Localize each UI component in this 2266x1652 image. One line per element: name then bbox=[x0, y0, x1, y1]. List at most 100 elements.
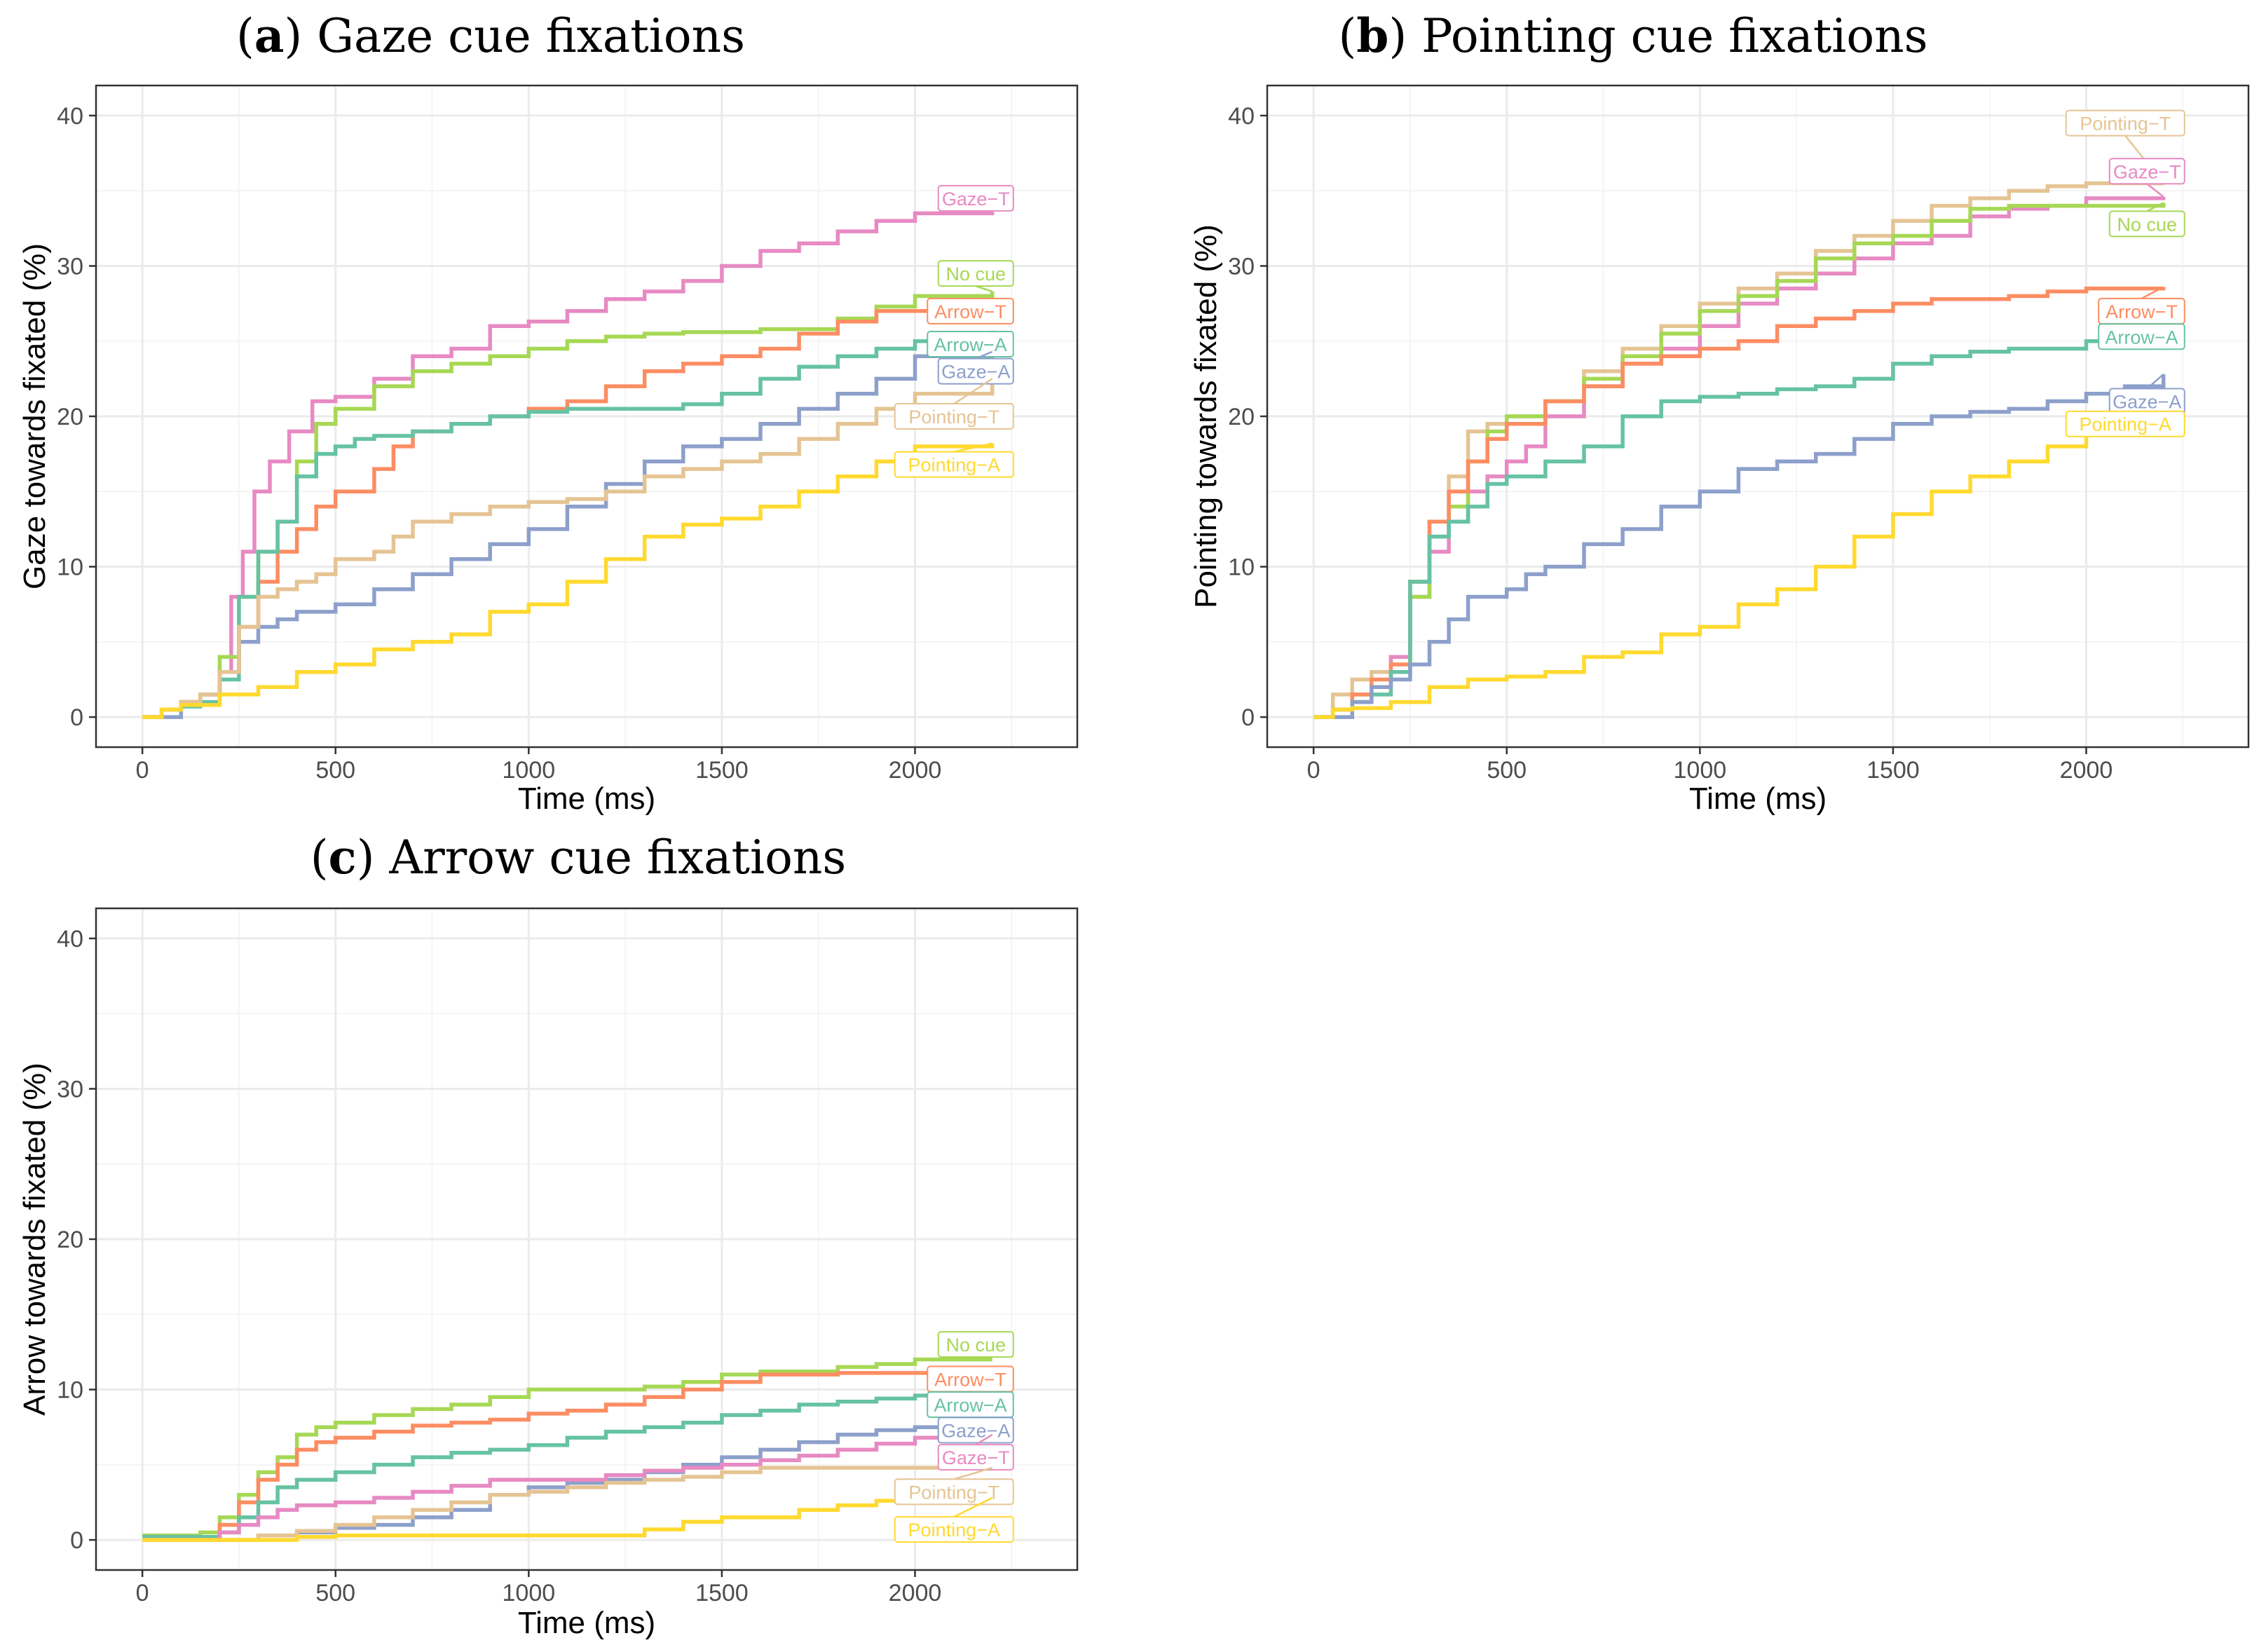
panel-c-line-arrow-t bbox=[142, 1371, 995, 1542]
panel-c-title: (c) Arrow cue fixations bbox=[310, 830, 846, 885]
panel-a: (a) Gaze cue fixations Gaze−T No cue Arrow… bbox=[18, 8, 1079, 816]
label-text: Gaze−A bbox=[2113, 392, 2181, 413]
label-connector bbox=[953, 442, 993, 453]
label-box bbox=[894, 403, 1014, 430]
label-text: Gaze−A bbox=[941, 362, 1010, 383]
label-box bbox=[894, 1478, 1014, 1506]
label-connector bbox=[2146, 202, 2164, 212]
panel-c-series bbox=[142, 1357, 995, 1542]
x-tick-label: 500 bbox=[315, 1580, 355, 1606]
label-box bbox=[937, 1417, 1014, 1444]
label-text: Pointing−A bbox=[908, 455, 1000, 476]
panel-c-label-pointing-a: Pointing−A bbox=[894, 1496, 1014, 1543]
label-text: Gaze−T bbox=[2113, 161, 2181, 182]
panel-c-label-pointing-t: Pointing−T bbox=[894, 1466, 1014, 1506]
panel-b-label-pointing-a: Pointing−A bbox=[2065, 410, 2185, 437]
panel-b-label-gaze-a: Gaze−A bbox=[2108, 373, 2185, 415]
x-tick-label: 1500 bbox=[695, 1580, 749, 1606]
x-tick-label: 500 bbox=[315, 757, 355, 784]
label-box bbox=[2108, 210, 2185, 238]
panel-b-series bbox=[1313, 181, 2166, 719]
panel-c-line-gaze-t bbox=[142, 1433, 992, 1542]
panel-a-label-pointing-t: Pointing−T bbox=[894, 378, 1014, 430]
label-box bbox=[2065, 109, 2185, 137]
y-tick-label: 0 bbox=[1241, 704, 1255, 731]
y-tick-label: 10 bbox=[57, 1377, 83, 1404]
panel-b-y-label: Pointing towards fixated (%) bbox=[1189, 224, 1223, 608]
label-text: Gaze−T bbox=[942, 189, 1010, 210]
label-box bbox=[937, 1444, 1014, 1471]
y-tick-label: 10 bbox=[57, 554, 83, 581]
panel-a-line-pointing-t bbox=[142, 378, 995, 719]
panel-b-series-labels: Pointing−T Gaze−T No cue Arrow−T Arrow−A Gaze… bbox=[2065, 109, 2185, 437]
panel-a-y-ticks: 0 10 20 30 40 bbox=[57, 103, 96, 731]
panel-b-line-arrow-a bbox=[1313, 339, 2166, 719]
label-text: Arrow−T bbox=[2105, 301, 2178, 322]
label-text: No cue bbox=[946, 1334, 1006, 1356]
label-text: Arrow−A bbox=[934, 334, 1006, 355]
panel-a-x-label: Time (ms) bbox=[518, 781, 655, 816]
x-tick-label: 0 bbox=[136, 1580, 149, 1606]
panel-b-line-pointing-a bbox=[1313, 409, 2166, 719]
panel-a-line-no-cue bbox=[142, 291, 995, 719]
x-tick-label: 1000 bbox=[503, 757, 556, 784]
panel-b-y-ticks: 0 10 20 30 40 bbox=[1228, 103, 1267, 731]
label-text: Pointing−T bbox=[908, 1482, 999, 1503]
label-box bbox=[894, 451, 1014, 478]
panel-c-line-arrow-a bbox=[142, 1391, 995, 1539]
label-text: Pointing−T bbox=[908, 407, 999, 428]
panel-a-line-arrow-a bbox=[142, 330, 995, 719]
label-text: Arrow−A bbox=[2105, 327, 2178, 348]
x-tick-label: 1000 bbox=[503, 1580, 556, 1606]
label-text: Pointing−T bbox=[2080, 114, 2171, 135]
y-tick-label: 0 bbox=[70, 704, 83, 731]
panel-c-label-no-cue: No cue bbox=[937, 1331, 1014, 1358]
label-text: Pointing−A bbox=[2080, 414, 2171, 435]
x-tick-label: 2000 bbox=[2060, 757, 2113, 784]
panel-c-x-ticks: 0 500 1000 1500 2000 bbox=[136, 1570, 942, 1606]
label-text: Gaze−T bbox=[942, 1447, 1010, 1468]
panel-a-y-label: Gaze towards fixated (%) bbox=[18, 243, 52, 589]
label-text: No cue bbox=[2117, 214, 2177, 235]
label-connector bbox=[953, 1496, 993, 1518]
y-tick-label: 10 bbox=[1228, 554, 1255, 581]
panel-c-y-label: Arrow towards fixated (%) bbox=[18, 1063, 52, 1416]
label-text: Arrow−T bbox=[934, 301, 1006, 322]
panel-b: (b) Pointing cue fixations Pointing−T Gaz… bbox=[1189, 8, 2250, 816]
label-box bbox=[2108, 158, 2185, 185]
label-text: Gaze−A bbox=[941, 1420, 1010, 1441]
label-text: Pointing−A bbox=[908, 1520, 1000, 1541]
panel-a-label-pointing-a: Pointing−A bbox=[894, 442, 1014, 478]
y-tick-label: 20 bbox=[57, 1227, 83, 1253]
y-tick-label: 0 bbox=[70, 1527, 83, 1554]
panel-b-x-ticks: 0 500 1000 1500 2000 bbox=[1307, 747, 2113, 784]
label-box bbox=[937, 184, 1014, 212]
panel-b-label-pointing-t: Pointing−T bbox=[2065, 109, 2185, 184]
panel-c-label-arrow-a: Arrow−A bbox=[927, 1391, 1014, 1418]
label-box bbox=[937, 357, 1014, 385]
label-box bbox=[894, 1516, 1014, 1543]
panel-c-label-arrow-t: Arrow−T bbox=[927, 1365, 1014, 1393]
label-connector bbox=[2141, 286, 2164, 299]
panel-a-label-gaze-t: Gaze−T bbox=[937, 184, 1014, 212]
panel-a-series bbox=[142, 211, 995, 719]
panel-b-line-arrow-t bbox=[1313, 286, 2166, 719]
label-text: Arrow−T bbox=[934, 1370, 1006, 1391]
x-tick-label: 2000 bbox=[889, 1580, 942, 1606]
label-connector bbox=[953, 1466, 993, 1480]
label-box bbox=[937, 260, 1014, 287]
panel-a-label-arrow-t: Arrow−T bbox=[927, 297, 1014, 325]
panel-b-label-arrow-a: Arrow−A bbox=[2098, 323, 2185, 350]
y-tick-label: 40 bbox=[1228, 103, 1255, 130]
x-tick-label: 1000 bbox=[1674, 757, 1727, 784]
y-tick-label: 40 bbox=[57, 926, 83, 953]
y-tick-label: 40 bbox=[57, 103, 83, 130]
label-box bbox=[2098, 323, 2185, 350]
panel-c-line-no-cue bbox=[142, 1357, 992, 1538]
label-connector bbox=[2146, 373, 2164, 390]
panel-c: (c) Arrow cue fixations No cue Arrow−T Arr… bbox=[18, 830, 1079, 1640]
panel-b-x-label: Time (ms) bbox=[1689, 781, 1827, 816]
label-box bbox=[927, 297, 1014, 325]
y-tick-label: 20 bbox=[57, 404, 83, 430]
x-tick-label: 0 bbox=[1307, 757, 1320, 784]
